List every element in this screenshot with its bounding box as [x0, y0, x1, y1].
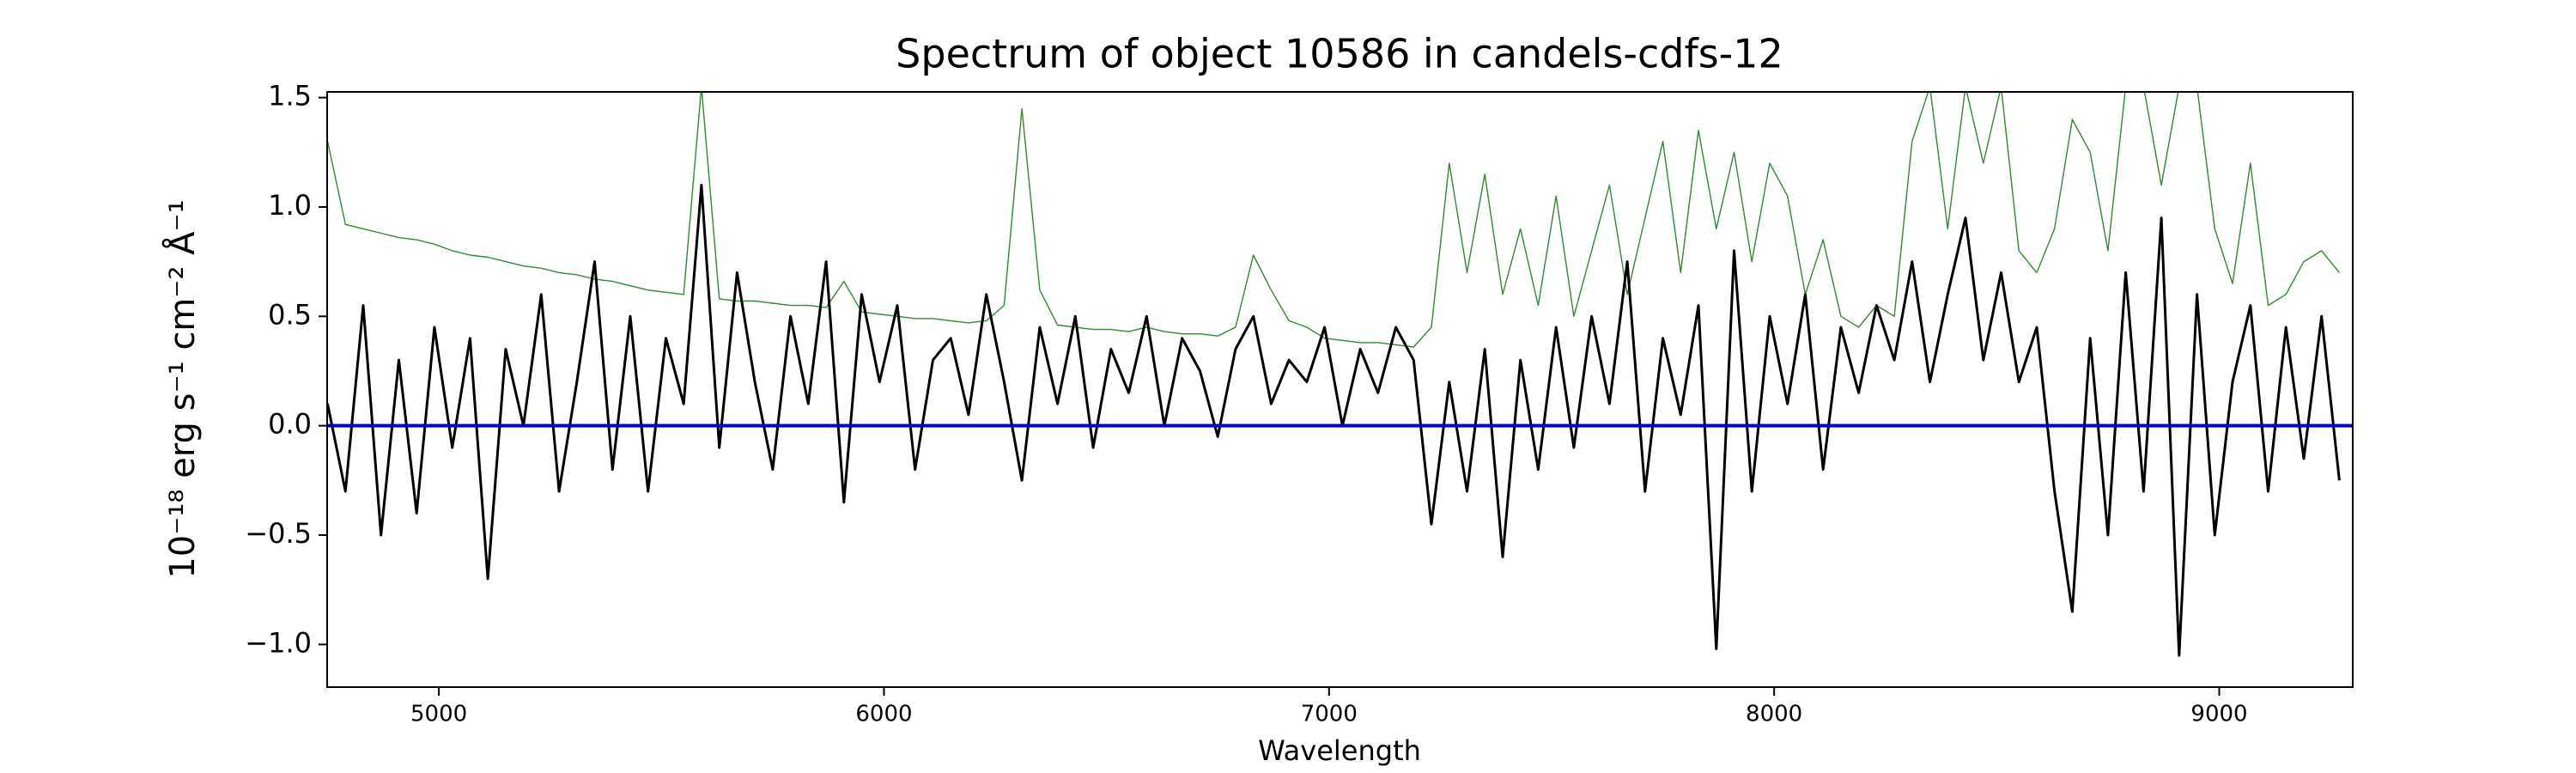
x-tick-label: 8000 — [1746, 702, 1802, 727]
y-tick-label: −0.5 — [245, 517, 312, 550]
y-tick-label: −1.0 — [245, 626, 312, 659]
x-tick-label: 5000 — [410, 702, 467, 727]
x-tick-label: 6000 — [855, 702, 912, 727]
plot-area — [327, 92, 2353, 657]
x-axis-label: Wavelength — [1258, 734, 1421, 767]
y-axis-label: 10⁻¹⁸ erg s⁻¹ cm⁻² Å⁻¹ — [161, 199, 203, 578]
y-tick-label: 0.5 — [268, 298, 312, 331]
x-tick-label: 9000 — [2190, 702, 2247, 727]
spectrum-line — [327, 92, 2340, 348]
chart-title: Spectrum of object 10586 in candels-cdfs… — [896, 31, 1783, 77]
x-tick-label: 7000 — [1301, 702, 1358, 727]
y-tick-label: 1.5 — [268, 80, 312, 113]
y-tick-label: 1.0 — [268, 189, 312, 222]
y-tick-label: 0.0 — [268, 408, 312, 441]
spectrum-line — [327, 184, 2341, 657]
plot-frame — [326, 91, 2354, 688]
